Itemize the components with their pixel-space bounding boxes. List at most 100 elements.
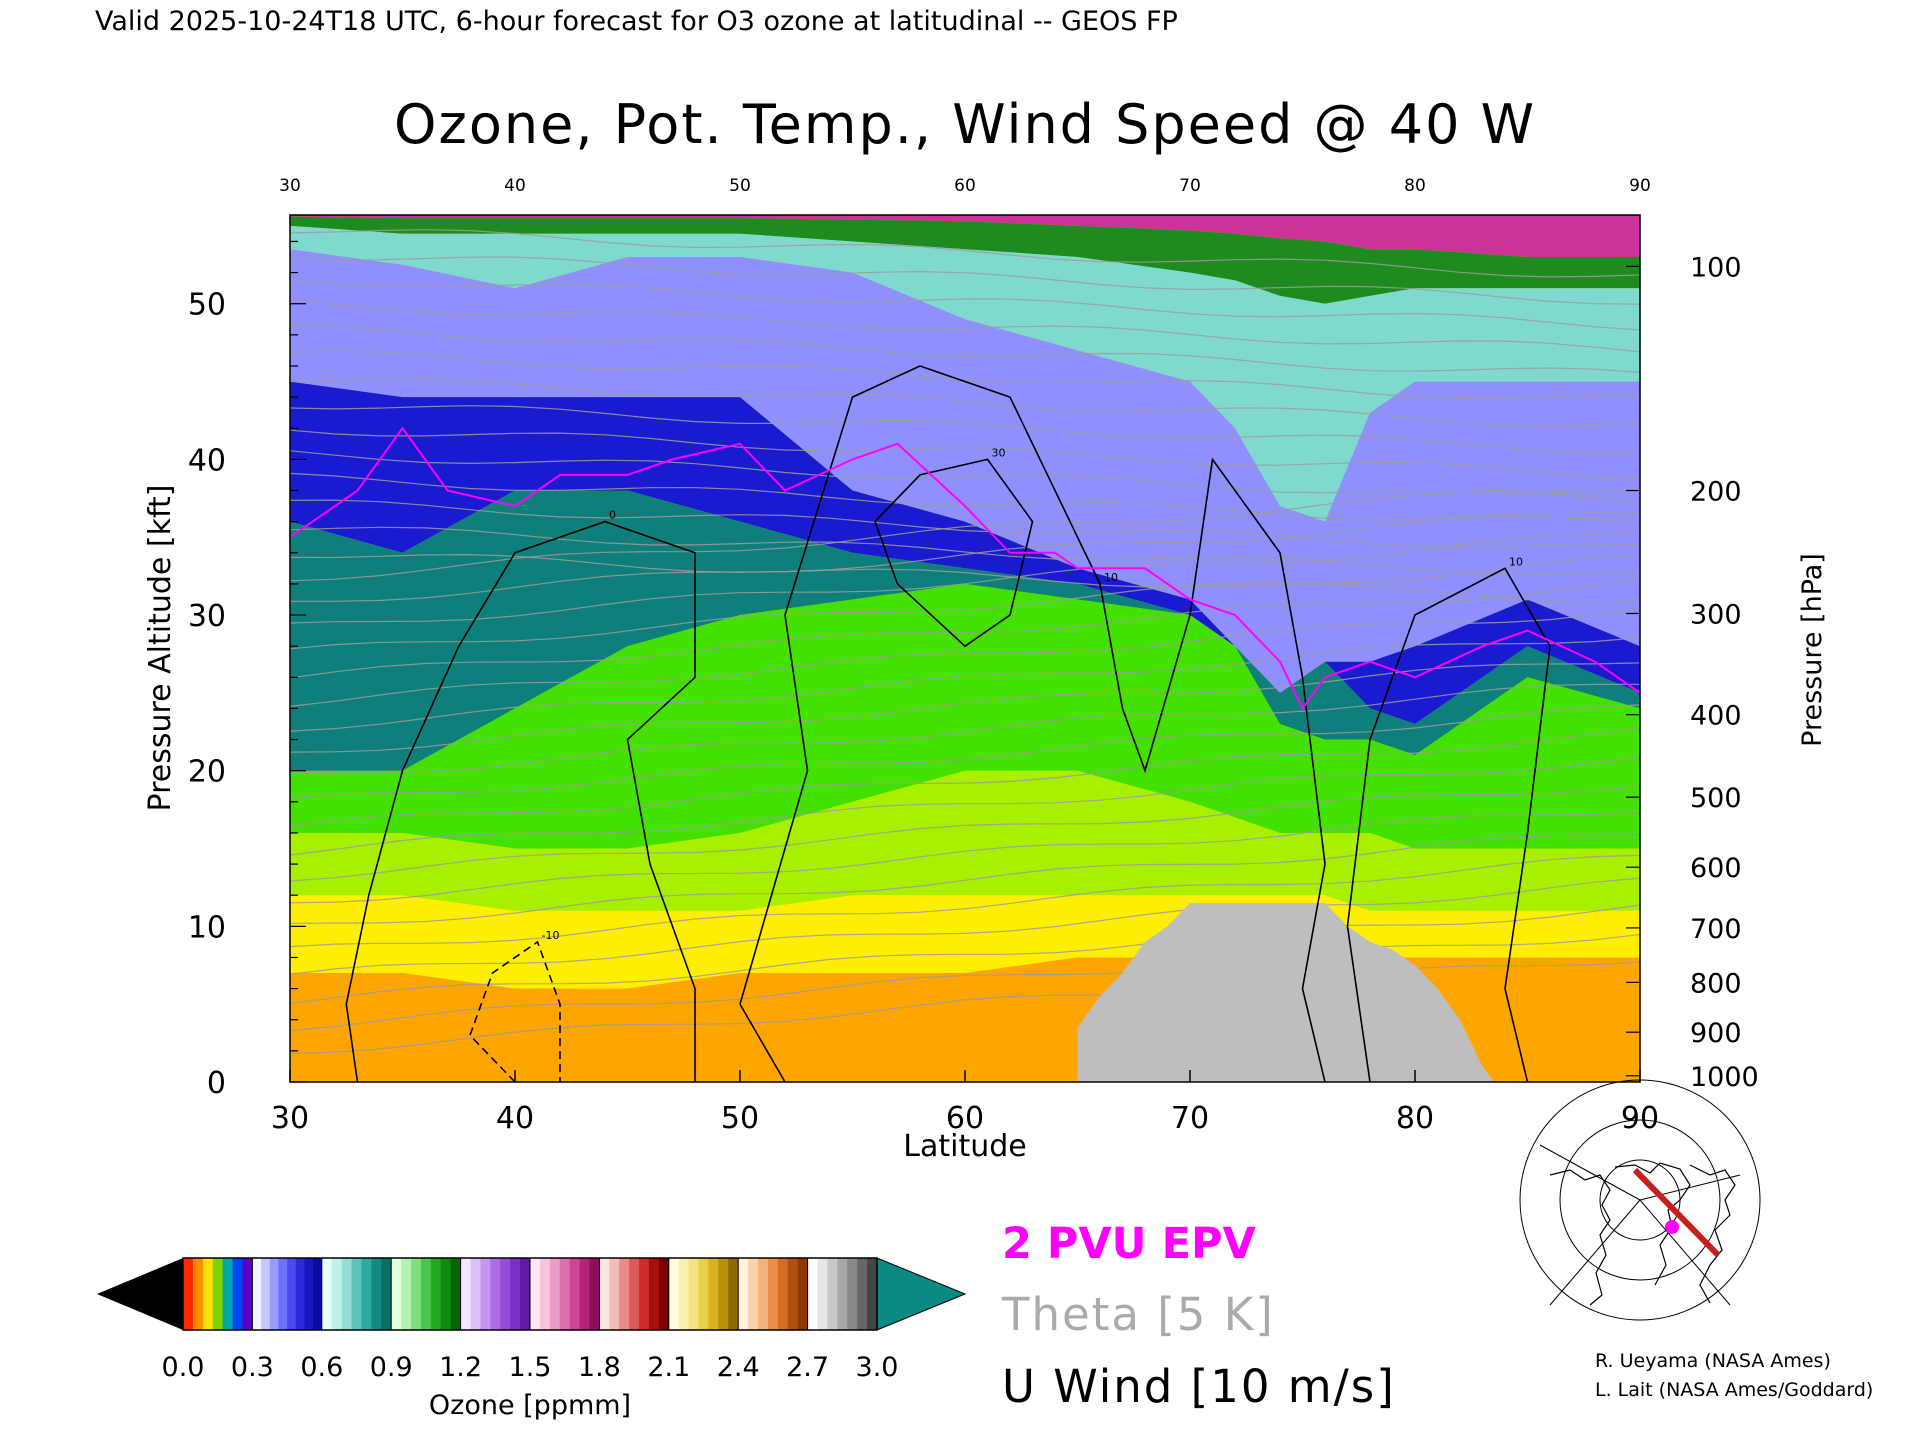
- inset-track-map: [1519, 1079, 1761, 1321]
- valid-time-line: Valid 2025-10-24T18 UTC, 6-hour forecast…: [95, 6, 1178, 37]
- theta-line: [290, 499, 1640, 548]
- colorbar-swatch: [847, 1258, 858, 1330]
- colorbar-swatch: [857, 1258, 868, 1330]
- colorbar-swatch: [698, 1258, 710, 1330]
- colorbar-swatch: [183, 1258, 194, 1330]
- colorbar-swatch: [331, 1258, 343, 1330]
- colorbar-swatch: [758, 1258, 769, 1330]
- theta-line: [290, 579, 1640, 679]
- u-wind-contour: [345, 520, 696, 1082]
- colorbar-swatch: [619, 1258, 630, 1330]
- inset-map-meridian: [1639, 1199, 1731, 1306]
- colorbar-tick-label: 0.3: [231, 1352, 274, 1383]
- x-tick-label: 70: [1171, 1101, 1209, 1136]
- theta-line: [290, 256, 1640, 305]
- colorbar-swatch: [837, 1258, 848, 1330]
- pressure-tick-label: 1000: [1690, 1062, 1759, 1093]
- x-tick-label: 60: [946, 1101, 984, 1136]
- colorbar-swatch: [520, 1258, 531, 1330]
- u-wind-contour-label: 30: [992, 446, 1006, 459]
- top-tick-label: 30: [279, 176, 301, 196]
- theta-line: [290, 526, 1640, 575]
- u-wind-contour: [469, 940, 561, 1082]
- theta-line: [290, 728, 1640, 827]
- colorbar-swatch: [748, 1258, 759, 1330]
- colorbar-tick-label: 1.5: [509, 1352, 552, 1383]
- pressure-axis-label: Pressure [hPa]: [1797, 553, 1828, 747]
- u-wind-contour-label: 0: [609, 509, 616, 522]
- inset-map-location-marker: [1665, 1220, 1679, 1234]
- theta-line: [290, 553, 1640, 603]
- colorbar-swatch: [480, 1258, 491, 1330]
- credit-line-1: R. Ueyama (NASA Ames): [1595, 1350, 1831, 1372]
- colorbar-tick-label: 2.1: [647, 1352, 690, 1383]
- colorbar-swatch: [261, 1258, 271, 1330]
- x-axis-label: Latitude: [903, 1129, 1026, 1164]
- colorbar-swatch: [401, 1258, 412, 1330]
- legend-theta: Theta [5 K]: [1001, 1288, 1275, 1341]
- y-axis-left: 0 10 20 30 40 50: [188, 240, 306, 1101]
- ozone-layer: [290, 216, 1640, 304]
- inset-map-section-track: [1632, 1167, 1721, 1258]
- theta-line: [290, 834, 1640, 924]
- y-tick-label: 30: [188, 599, 226, 634]
- x-tick-label: 80: [1396, 1101, 1434, 1136]
- colorbar-swatch: [351, 1258, 363, 1330]
- theta-line: [290, 854, 1640, 948]
- x-tick-label: 40: [496, 1101, 534, 1136]
- colorbar-swatch: [777, 1258, 789, 1330]
- colorbar-swatch: [420, 1258, 432, 1330]
- ozone-layer: [290, 770, 1640, 911]
- plot-area: 0 -10 10 30 10: [290, 215, 1640, 1082]
- top-axis: 30 40 50 60 70 80 90: [279, 176, 1651, 196]
- theta-line: [290, 429, 1640, 481]
- theta-line: [290, 512, 1640, 602]
- colorbar-label: Ozone [ppmm]: [429, 1390, 631, 1421]
- theta-line: [290, 785, 1640, 882]
- colorbar-swatch: [807, 1258, 819, 1330]
- inset-map-outer-circle: [1519, 1079, 1761, 1321]
- u-wind-contour: [739, 365, 1326, 1082]
- colorbar-swatch: [500, 1258, 511, 1330]
- colorbar-swatch: [341, 1258, 353, 1330]
- colorbar-under-triangle: [97, 1258, 183, 1330]
- colorbar-swatch: [252, 1258, 262, 1330]
- colorbar-swatch: [287, 1258, 297, 1330]
- colorbar-swatch: [629, 1258, 640, 1330]
- colorbar-swatch: [430, 1258, 442, 1330]
- theta-line: [290, 933, 1640, 1032]
- pressure-tick-label: 100: [1690, 252, 1742, 283]
- colorbar-swatch: [278, 1258, 288, 1330]
- credit-line-2: L. Lait (NASA Ames/Goddard): [1595, 1379, 1873, 1401]
- colorbar-swatch: [242, 1258, 253, 1330]
- colorbar-swatch: [569, 1258, 581, 1330]
- colorbar-swatch: [313, 1258, 323, 1330]
- theta-contours: [290, 229, 1640, 1054]
- colorbar-swatch: [361, 1258, 372, 1330]
- top-tick-label: 70: [1179, 176, 1201, 196]
- theta-line: [290, 299, 1640, 353]
- inset-map-meridian: [1539, 1144, 1641, 1201]
- colorbar-swatch: [470, 1258, 482, 1330]
- colorbar-swatch: [321, 1258, 333, 1330]
- pressure-tick-label: 300: [1690, 599, 1742, 630]
- colorbar-swatch: [510, 1258, 521, 1330]
- theta-line: [290, 812, 1640, 904]
- x-axis: 30 40 50 60 70 80 90: [271, 1070, 1659, 1136]
- pressure-tick-label: 200: [1690, 477, 1742, 508]
- colorbar-tick-label: 2.7: [786, 1352, 829, 1383]
- theta-line: [290, 405, 1640, 454]
- theta-line: [290, 904, 1640, 1005]
- theta-line: [290, 323, 1640, 373]
- colorbar-tick-label: 1.2: [439, 1352, 482, 1383]
- colorbar-swatch: [579, 1258, 591, 1330]
- colorbar-swatch: [589, 1258, 600, 1330]
- theta-line: [290, 608, 1640, 707]
- pressure-tick-label: 800: [1690, 968, 1742, 999]
- y-axis-label: Pressure Altitude [kft]: [143, 485, 178, 812]
- theta-line: [290, 683, 1640, 774]
- colorbar-swatch: [440, 1258, 452, 1330]
- theta-line: [290, 377, 1640, 427]
- x-tick-label: 90: [1621, 1101, 1659, 1136]
